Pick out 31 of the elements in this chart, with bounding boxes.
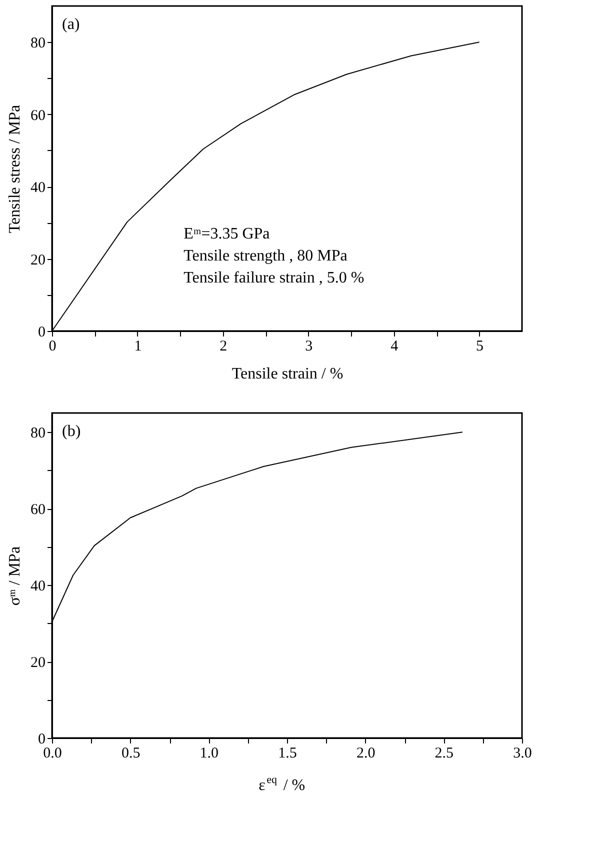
x-tick-label: 0.5 — [121, 746, 140, 762]
x-tick-label: 5 — [476, 338, 484, 354]
x-tick-label: 2 — [220, 338, 228, 354]
annotation: Tensile strength , 80 MPa — [184, 248, 348, 264]
x-tick-label: 0 — [48, 338, 56, 354]
x-tick-label: 1.5 — [278, 746, 297, 762]
x-tick-label: 2.5 — [434, 746, 454, 762]
annotation: (b) — [62, 423, 81, 440]
annotation: Eᵐ=3.35 GPa — [184, 226, 270, 242]
x-tick-label: 3.0 — [513, 746, 532, 762]
y-axis-title: σᵐ / MPa — [6, 546, 24, 606]
x-tick-label: 3 — [305, 338, 313, 354]
x-tick-label: 1 — [134, 338, 142, 354]
y-tick-label: 0 — [38, 732, 46, 748]
x-tick-label: 1.0 — [200, 746, 219, 762]
x-tick-label: 4 — [390, 338, 399, 354]
y-tick-label: 40 — [30, 180, 46, 196]
annotation: (a) — [62, 16, 80, 33]
y-tick-label: 80 — [30, 36, 46, 52]
x-axis-title: Tensile strain / % — [232, 366, 344, 382]
y-tick-label: 0 — [38, 324, 46, 340]
y-tick-label: 20 — [30, 252, 46, 268]
x-tick-label: 0.0 — [43, 746, 62, 762]
y-tick-label: 20 — [30, 655, 46, 672]
y-tick-label: 60 — [30, 502, 46, 518]
y-tick-label: 80 — [30, 426, 46, 442]
x-tick-label: 2.0 — [356, 746, 376, 762]
annotation: Tensile failure strain , 5.0 % — [184, 270, 364, 286]
y-tick-label: 40 — [30, 578, 46, 595]
y-tick-label: 60 — [30, 108, 46, 124]
y-axis-title: Tensile stress / MPa — [6, 104, 24, 234]
